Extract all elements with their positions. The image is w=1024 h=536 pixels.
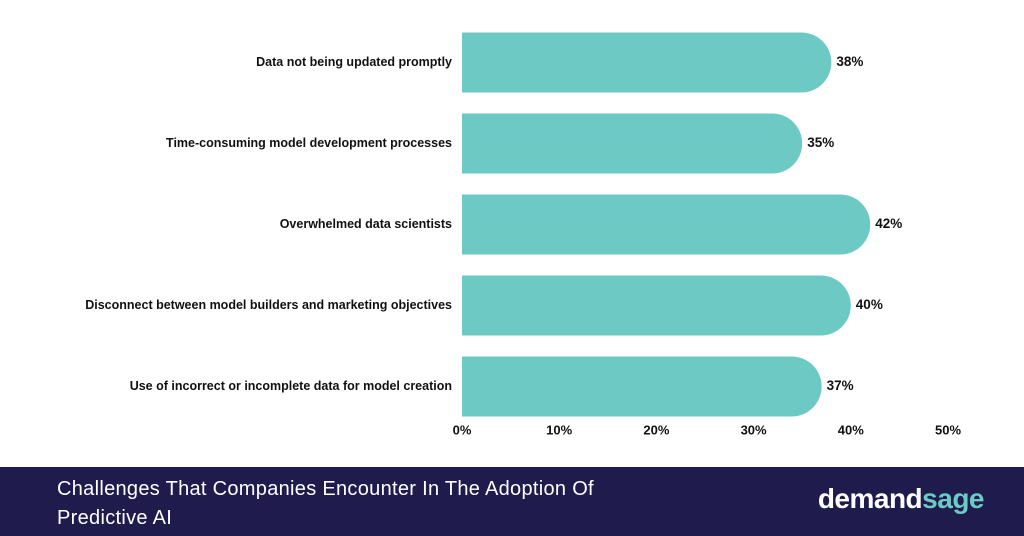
bar	[462, 32, 832, 93]
value-label: 40%	[856, 297, 883, 312]
value-label: 38%	[836, 54, 863, 69]
x-tick-label: 40%	[838, 422, 864, 437]
y-tick-label: Disconnect between model builders and ma…	[85, 298, 452, 312]
brand-part: sage	[922, 483, 984, 514]
chart-title: Challenges That Companies Encounter In T…	[57, 478, 594, 529]
value-label: 37%	[827, 378, 854, 393]
brand-logo: demandsage	[817, 483, 985, 515]
x-tick-label: 0%	[453, 422, 472, 437]
value-label: 42%	[875, 216, 902, 231]
footer: Challenges That Companies Encounter In T…	[0, 467, 1024, 536]
bar	[462, 356, 822, 417]
brand-part: demand	[817, 483, 923, 514]
x-tick-label: 20%	[643, 422, 669, 437]
bar	[462, 113, 803, 174]
y-tick-label: Overwhelmed data scientists	[280, 217, 452, 231]
x-tick-label: 10%	[546, 422, 572, 437]
chart: 0% 10% 20% 30% 40% 50% Data not being updated …	[85, 32, 961, 437]
value-label: 35%	[807, 135, 834, 150]
y-tick-label: Time-consuming model development process…	[166, 136, 452, 150]
x-tick-label: 50%	[935, 422, 961, 437]
x-tick-label: 30%	[741, 422, 767, 437]
y-tick-label: Data not being updated promptly	[256, 55, 452, 69]
y-tick-label: Use of incorrect or incomplete data for …	[130, 379, 452, 393]
bar	[462, 194, 871, 255]
bar	[462, 275, 851, 336]
